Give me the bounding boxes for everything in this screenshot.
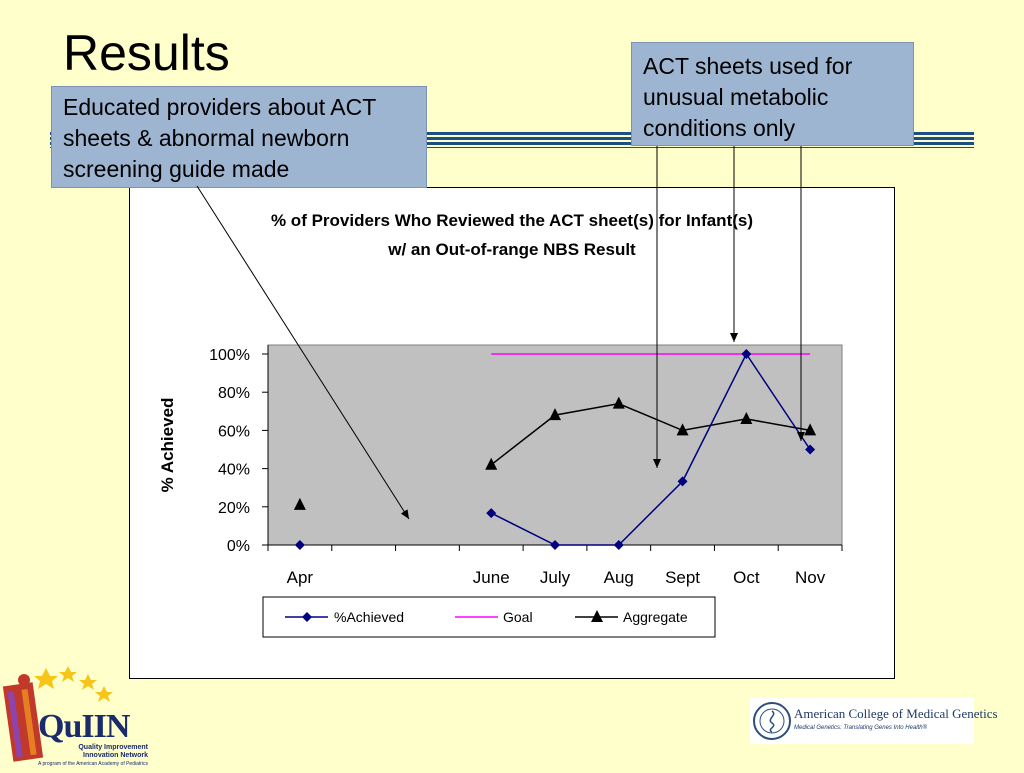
- quiin-logo-graphic: [2, 666, 113, 762]
- acmg-seal-icon: [753, 702, 791, 740]
- data-point-aggregate: [804, 423, 817, 436]
- data-point-aggregate: [676, 423, 689, 436]
- data-point-achieved: [294, 540, 305, 550]
- chart-title: % of Providers Who Reviewed the ACT shee…: [130, 206, 894, 264]
- legend-label-aggregate: Aggregate: [623, 609, 688, 625]
- callout-left-line-3: screening guide made: [63, 156, 290, 182]
- quiin-logo: QuIIN Quality Improvement Innovation Net…: [0, 660, 160, 768]
- x-tick-label: Sept: [665, 568, 700, 587]
- x-tick-label: Oct: [733, 568, 760, 587]
- callout-left-line-2: sheets & abnormal newborn: [63, 125, 350, 151]
- y-tick-label: 80%: [218, 385, 250, 402]
- callout-act-sheets: ACT sheets used for unusual metabolic co…: [631, 42, 914, 146]
- data-point-achieved: [486, 508, 497, 519]
- y-tick-label: 100%: [209, 347, 250, 364]
- y-tick-label: 20%: [218, 500, 250, 517]
- legend-label-achieved: %Achieved: [334, 609, 404, 625]
- legend-marker-achieved: [302, 612, 312, 622]
- data-point-aggregate: [293, 497, 306, 510]
- legend-marker-aggregate: [591, 610, 603, 622]
- data-point-aggregate: [549, 408, 561, 421]
- data-point-achieved: [550, 540, 560, 550]
- callout-left-line-1: Educated providers about ACT: [63, 94, 377, 120]
- acmg-logo: American College of Medical Genetics Med…: [750, 698, 998, 744]
- callout-right-line-1: ACT sheets used for: [643, 53, 853, 79]
- callout-educated-providers: Educated providers about ACT sheets & ab…: [51, 86, 427, 188]
- y-tick-label: 0%: [227, 538, 250, 555]
- data-point-aggregate: [612, 396, 625, 409]
- quiin-logo-name: QuIIN: [38, 708, 130, 745]
- chart-title-line-2: w/ an Out-of-range NBS Result: [388, 240, 636, 259]
- series-line-achieved: [490, 352, 811, 546]
- quiin-logo-tagline: A program of the American Academy of Ped…: [38, 761, 149, 767]
- data-point-achieved: [613, 540, 624, 550]
- data-point-aggregate: [485, 457, 498, 470]
- plot-area: [267, 344, 843, 546]
- x-tick-label: Apr: [287, 568, 314, 587]
- x-tick-label: July: [540, 568, 571, 587]
- quiin-logo-subtitle: Quality Improvement Innovation Network: [56, 744, 148, 760]
- x-tick-label: June: [473, 568, 510, 587]
- x-tick-label: Aug: [604, 568, 634, 587]
- y-tick-label: 60%: [218, 423, 250, 440]
- data-point-aggregate: [740, 411, 753, 424]
- legend-label-goal: Goal: [503, 609, 533, 625]
- y-axis-label: % Achieved: [158, 398, 177, 493]
- data-point-achieved: [805, 444, 816, 455]
- y-tick-label: 40%: [218, 462, 250, 479]
- x-tick-label: Nov: [795, 568, 826, 587]
- data-point-achieved: [741, 349, 752, 359]
- data-point-achieved: [677, 476, 688, 487]
- arrow-left-callout: [196, 185, 410, 520]
- quiin-logo-line-2: Innovation Network: [83, 752, 148, 759]
- slide-title: Results: [63, 25, 230, 81]
- acmg-logo-name: American College of Medical Genetics: [794, 706, 998, 721]
- callout-right-line-2: unusual metabolic: [643, 84, 829, 110]
- chart-title-line-1: % of Providers Who Reviewed the ACT shee…: [270, 211, 754, 230]
- callout-right-line-3: conditions only: [643, 115, 796, 141]
- quiin-logo-line-1: Quality Improvement: [78, 744, 148, 751]
- acmg-logo-tagline: Medical Genetics: Translating Genes Into…: [794, 725, 928, 731]
- series-line-aggregate: [490, 402, 811, 466]
